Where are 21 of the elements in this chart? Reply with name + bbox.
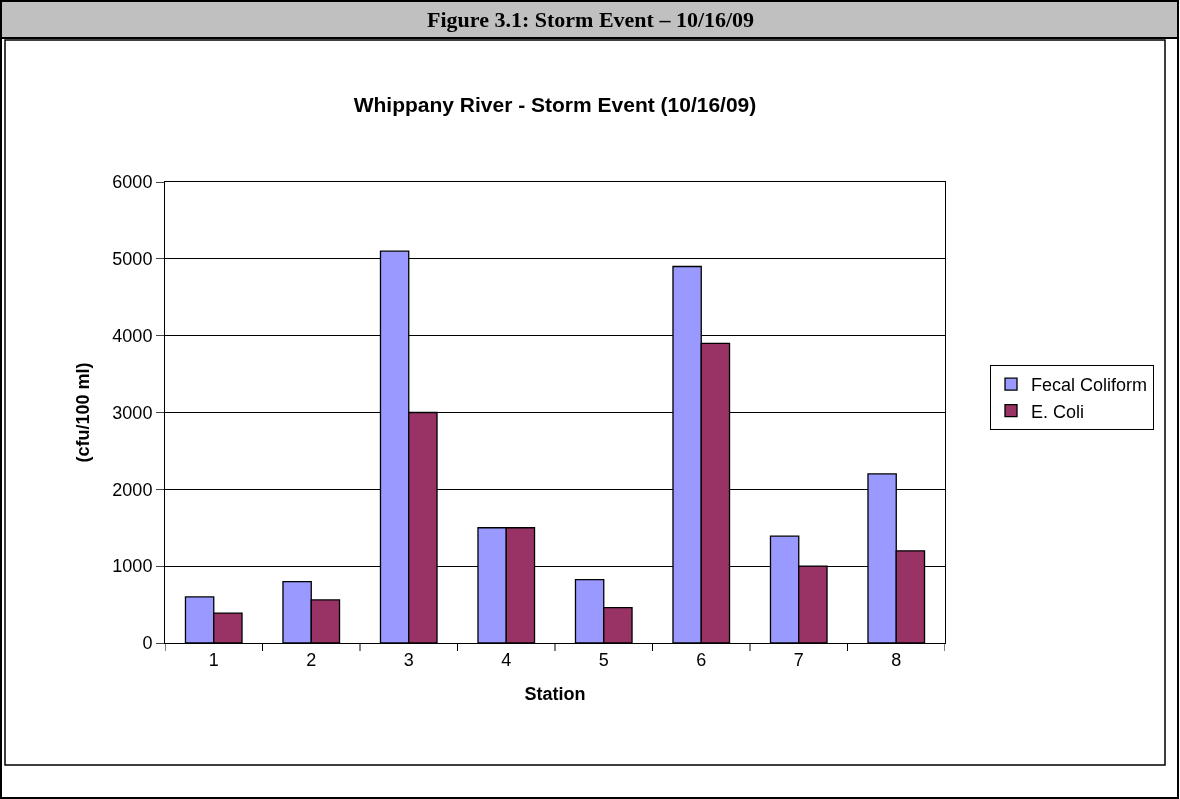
x-tick-label: 1 (208, 649, 219, 670)
y-tick-label: 5000 (112, 249, 153, 270)
y-tick-label: 3000 (112, 402, 153, 423)
x-tick-label: 3 (403, 649, 414, 670)
x-tick-label: 6 (696, 649, 707, 670)
legend-label: Fecal Coliform (1031, 375, 1148, 396)
x-tick-label: 2 (306, 649, 317, 670)
y-tick-label: 1000 (112, 556, 153, 577)
legend-label: E. Coli (1031, 401, 1085, 422)
y-tick-label: 2000 (112, 479, 153, 500)
x-tick-label: 4 (501, 649, 512, 670)
y-tick-label: 6000 (112, 172, 153, 193)
chart-title: Whippany River - Storm Event (10/16/09) (353, 93, 757, 117)
caption: Figure 3.1: Storm Event – 10/16/09 (427, 7, 755, 32)
x-tick-label: 5 (598, 649, 609, 670)
y-tick-label: 0 (142, 633, 153, 654)
y-tick-label: 4000 (112, 325, 153, 346)
y-axis-title: (cfu/100 ml) (72, 362, 93, 463)
x-tick-label: 8 (891, 649, 902, 670)
x-axis-title: Station (524, 683, 586, 704)
x-tick-label: 7 (793, 649, 804, 670)
